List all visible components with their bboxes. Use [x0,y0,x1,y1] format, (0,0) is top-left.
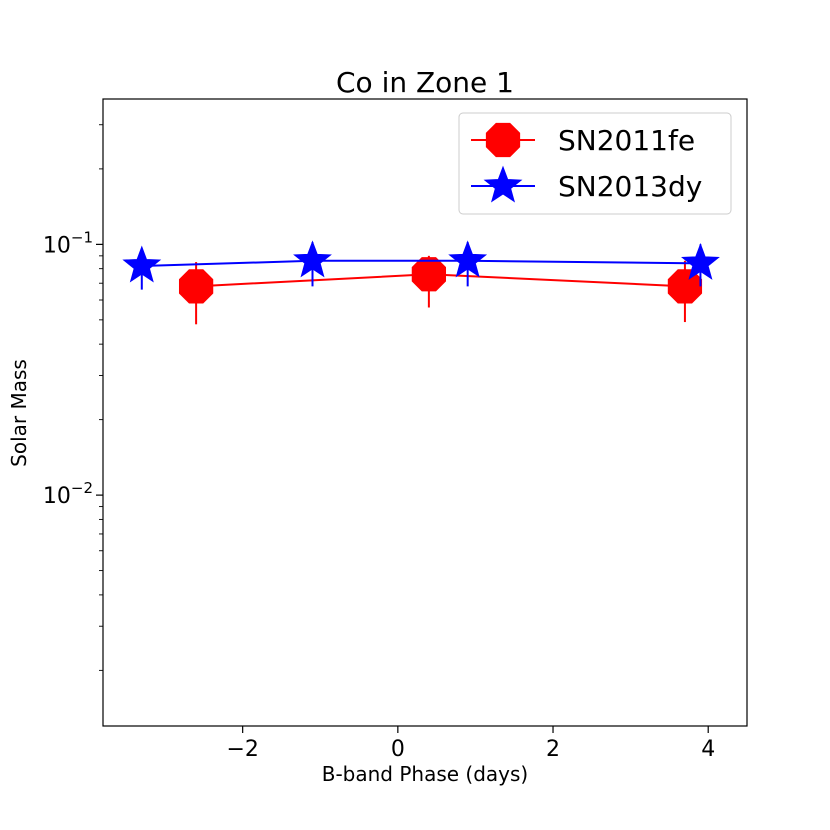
legend-entry-sn2011fe: SN2011fe [471,122,695,158]
legend-label-sn2011fe: SN2011fe [558,124,695,157]
y-tick-label: 10−2 [43,479,93,509]
legend-entry-sn2013dy: SN2013dy [471,165,702,203]
data-point-sn2011fe [178,269,214,304]
y-tick-label: 10−1 [43,228,93,258]
data-point-sn2011fe [667,269,703,304]
data-point-sn2013dy [681,242,720,280]
legend-marker-sn2011fe [485,122,521,158]
x-tick-label: 2 [546,737,560,762]
data-point-sn2013dy [448,240,488,278]
legend-box [458,112,732,215]
series-sn2013dy [122,240,720,290]
legend-label-sn2013dy: SN2013dy [558,170,702,203]
data-point-sn2013dy [293,240,332,278]
x-tick-label: 0 [391,737,405,762]
y-axis-label: Solar Mass [7,359,31,467]
x-tick-label: −2 [226,737,258,762]
axes: −2 0 2 4 10−2 10−1 [43,98,748,762]
legend-marker-sn2013dy [483,165,523,203]
chart-title: Co in Zone 1 [336,66,514,99]
data-point-sn2011fe [411,257,447,292]
plot-frame [102,98,748,727]
data-point-sn2013dy [122,245,162,283]
x-tick-label: 4 [701,737,715,762]
series-sn2011fe [178,255,703,325]
series-line-sn2013dy [141,259,701,267]
legend: SN2011fe SN2013dy [458,112,732,215]
plot-area [122,240,720,325]
x-axis-label: B-band Phase (days) [322,762,529,786]
